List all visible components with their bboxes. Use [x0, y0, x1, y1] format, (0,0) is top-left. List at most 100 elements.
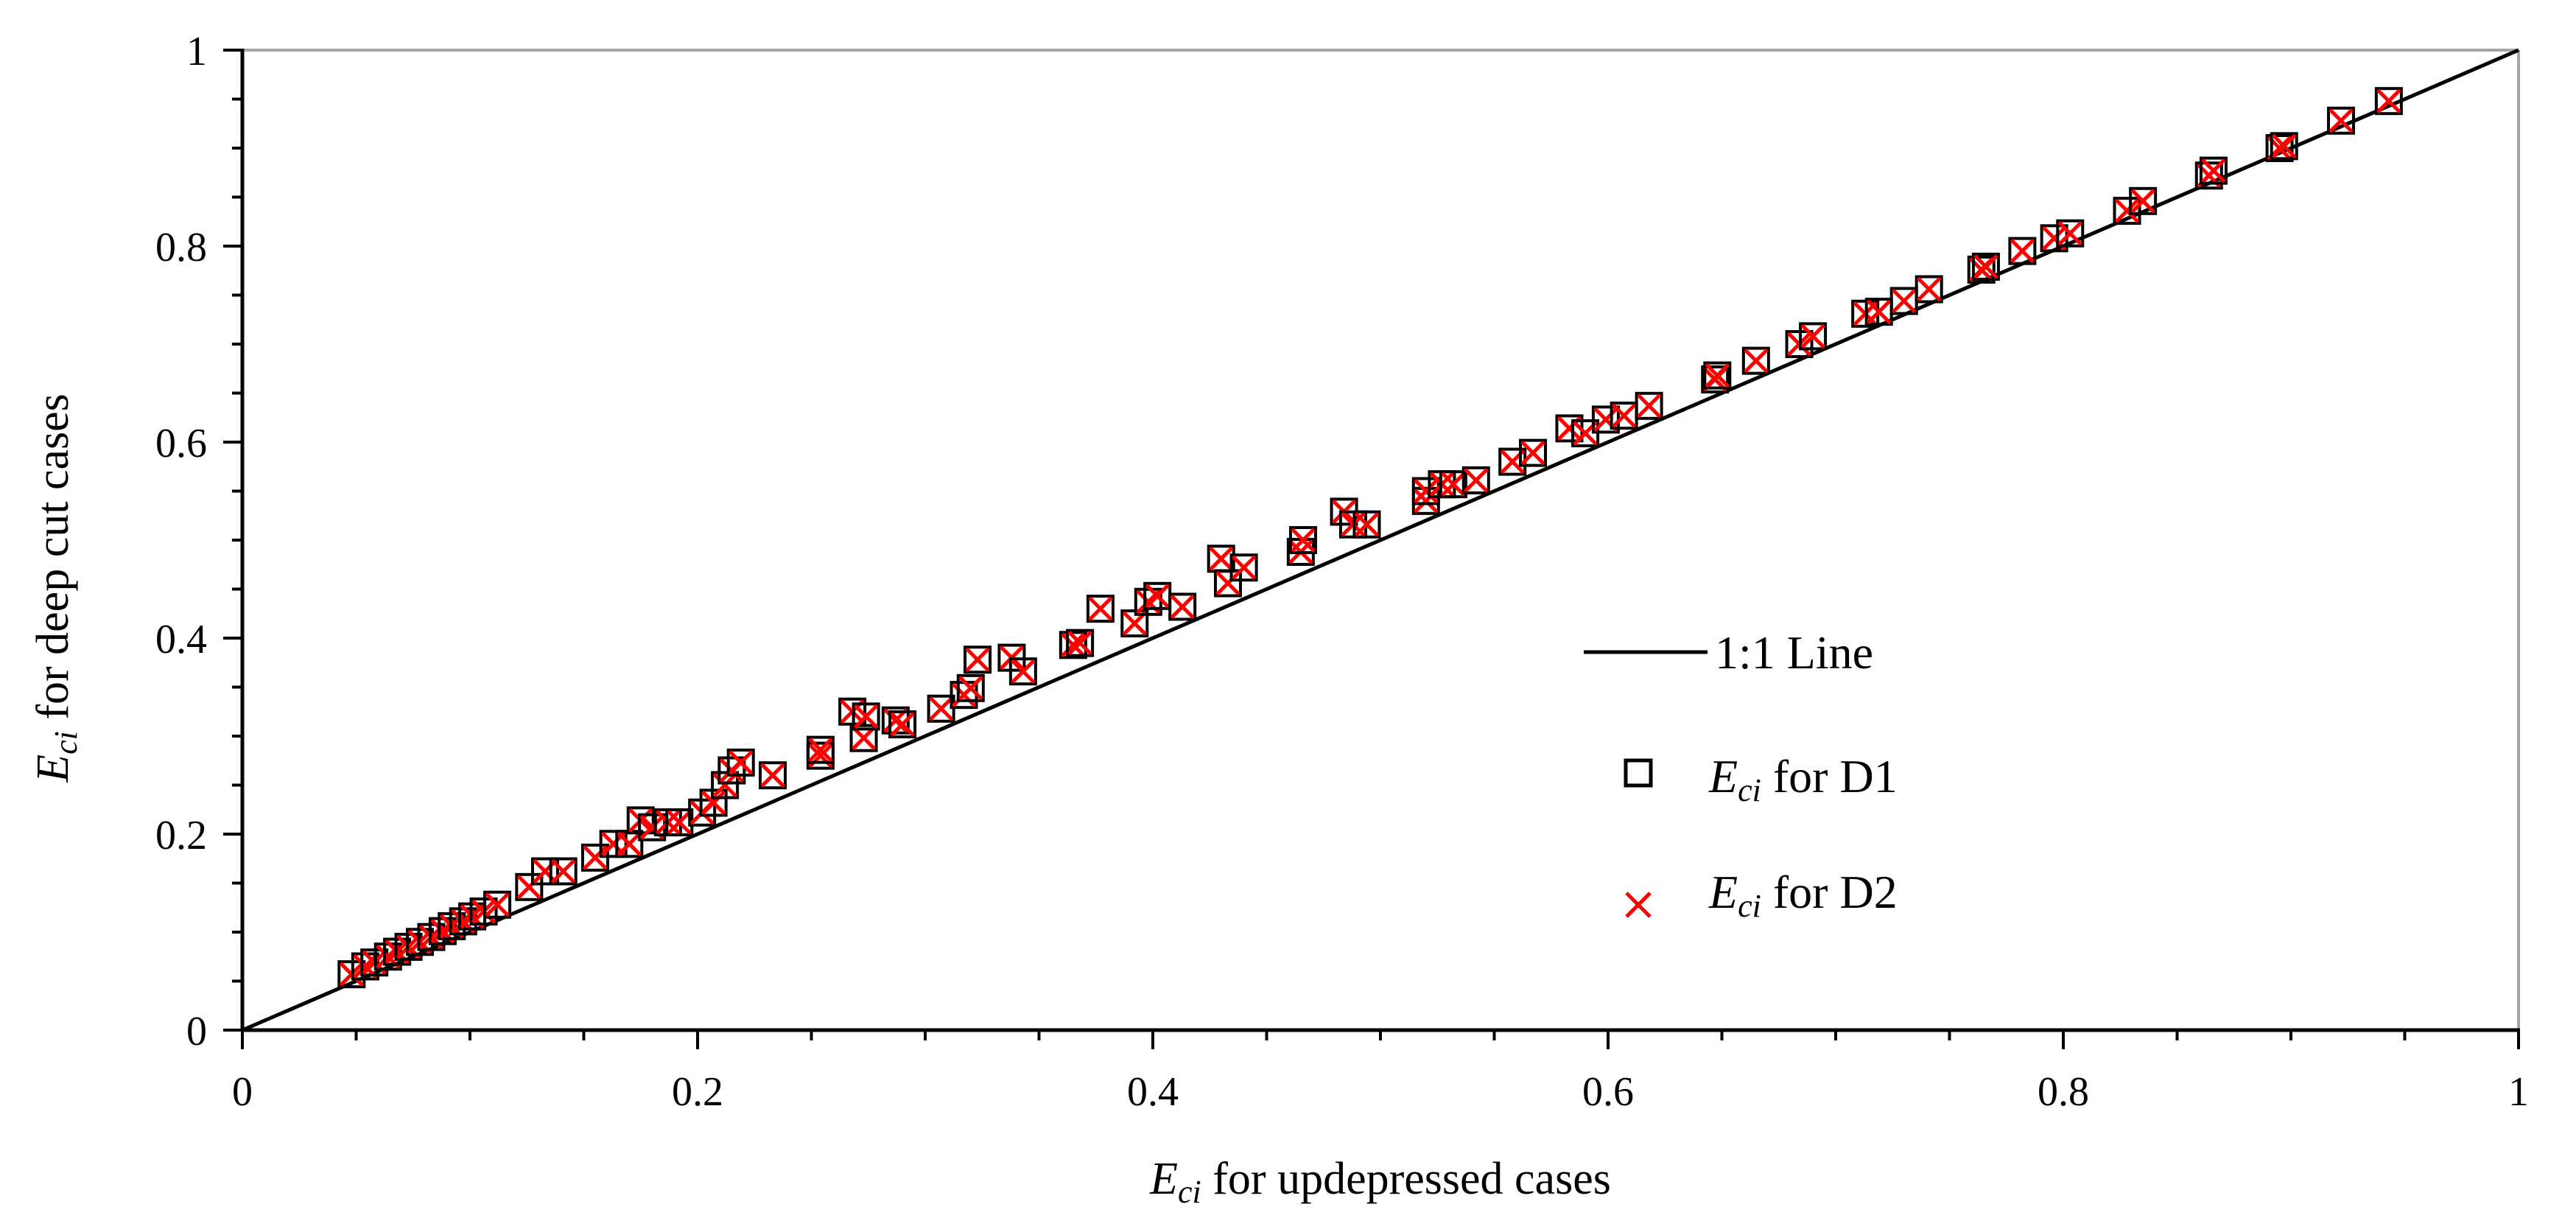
d2-point — [2328, 108, 2354, 133]
x-axis-title: Eci for updepressed cases — [1149, 1154, 1611, 1210]
d1-point — [1461, 466, 1490, 494]
d2-point — [485, 892, 510, 917]
d2-point — [1973, 254, 1998, 279]
x-axis-title-symbol: E — [1149, 1154, 1178, 1204]
y-axis-title-symbol: E — [28, 755, 78, 783]
d1-point — [717, 756, 746, 785]
d2-point — [1441, 472, 1466, 497]
d2-point — [1866, 299, 1892, 324]
d1-point — [1066, 629, 1095, 657]
d1-point — [1168, 592, 1197, 621]
d2-point — [965, 647, 990, 673]
d1-point — [1971, 252, 2000, 281]
d1-point — [2199, 156, 2228, 185]
d1-point — [852, 702, 880, 731]
d2-point — [667, 810, 692, 835]
d1-point — [758, 761, 787, 790]
d2-point — [1170, 594, 1195, 620]
d1-point — [1915, 275, 1943, 304]
legend-d2-text: for D2 — [1761, 866, 1898, 918]
d1-point — [711, 771, 740, 799]
d1-point — [1352, 510, 1381, 539]
d1-point — [530, 857, 559, 886]
d2-point — [1611, 403, 1637, 428]
d2-point — [583, 845, 608, 870]
d2-point — [701, 790, 726, 816]
d2-point — [1705, 363, 1730, 388]
x-tick-label: 0 — [232, 1069, 253, 1115]
d1-point — [2113, 197, 2141, 225]
legend-d1-text: for D1 — [1761, 750, 1898, 802]
marker-layer — [337, 87, 2403, 989]
d1-point — [1635, 391, 1663, 420]
d2-point — [2376, 88, 2401, 113]
d1-point — [1288, 526, 1317, 554]
d1-point — [1701, 365, 1730, 393]
d2-point — [1891, 288, 1917, 314]
legend-d2-subscript: ci — [1738, 888, 1761, 924]
d1-point — [964, 645, 992, 674]
d2-point — [890, 712, 915, 737]
x-tick-label: 0.8 — [2038, 1069, 2089, 1115]
d2-point — [2010, 238, 2035, 264]
d2-point — [1088, 596, 1113, 621]
d2-point — [1916, 276, 1942, 302]
d1-point — [549, 857, 578, 886]
d1-point — [2326, 106, 2355, 135]
d2-point — [958, 676, 983, 701]
x-tick-label: 0.2 — [672, 1069, 723, 1115]
d1-point — [849, 724, 878, 752]
d2-point — [617, 831, 642, 857]
d1-point — [1799, 322, 1828, 351]
d2-point — [712, 772, 737, 798]
legend-d2-marker — [1625, 892, 1652, 918]
d2-point — [2130, 189, 2155, 214]
d2-point — [1231, 555, 1257, 581]
d1-point — [1059, 631, 1087, 659]
d1-point — [599, 830, 628, 858]
d2-point — [533, 858, 558, 884]
d1-point — [1967, 255, 1996, 284]
y-tick-label: 0.8 — [155, 225, 207, 270]
d1-point — [956, 673, 985, 702]
d2-point — [1800, 323, 1825, 349]
d1-point — [2194, 161, 2223, 190]
d2-point — [2114, 198, 2140, 223]
d2-point — [1636, 393, 1662, 419]
legend-d1-marker — [1624, 758, 1653, 788]
y-tick-label: 0 — [186, 1009, 207, 1054]
d2-point — [1520, 440, 1545, 466]
legend: 1:1 Line Eci for D1 Eci for D2 — [1584, 626, 1898, 924]
y-tick-label: 0.2 — [155, 813, 207, 858]
d2-point — [1145, 584, 1170, 609]
d1-point — [2374, 87, 2403, 116]
x-tick-label: 0.6 — [1582, 1069, 1634, 1115]
d2-point — [1414, 478, 1439, 504]
d2-point — [2201, 158, 2226, 183]
d2-point — [928, 696, 954, 721]
d2-point — [1464, 468, 1489, 493]
plot-frame — [242, 49, 2520, 1030]
d2-point — [851, 725, 877, 751]
d1-point — [1703, 361, 1732, 390]
d1-point — [1741, 346, 1770, 375]
d1-point — [806, 735, 835, 764]
d2-point — [1208, 546, 1234, 572]
d2-point — [1061, 632, 1086, 658]
d2-point — [1744, 348, 1769, 374]
x-tick-label: 0.4 — [1127, 1069, 1179, 1115]
legend-d1-label: Eci for D1 — [1708, 750, 1898, 808]
d2-point — [760, 763, 785, 788]
y-axis-title-text: for deep cut cases — [28, 393, 78, 731]
y-tick-label: 0.6 — [155, 421, 207, 466]
axis-tick-labels: 0 0.2 0.4 0.6 0.8 1 0 0.2 0.4 0.6 0.8 1 — [155, 29, 2529, 1115]
d2-point — [2057, 220, 2083, 246]
d1-point — [1008, 657, 1037, 686]
d1-point — [1439, 470, 1467, 499]
legend-line-label: 1:1 Line — [1715, 626, 1873, 679]
d2-point — [1291, 528, 1316, 553]
d1-point — [483, 890, 512, 919]
d2-point — [808, 737, 833, 763]
d1-point — [2008, 237, 2037, 265]
